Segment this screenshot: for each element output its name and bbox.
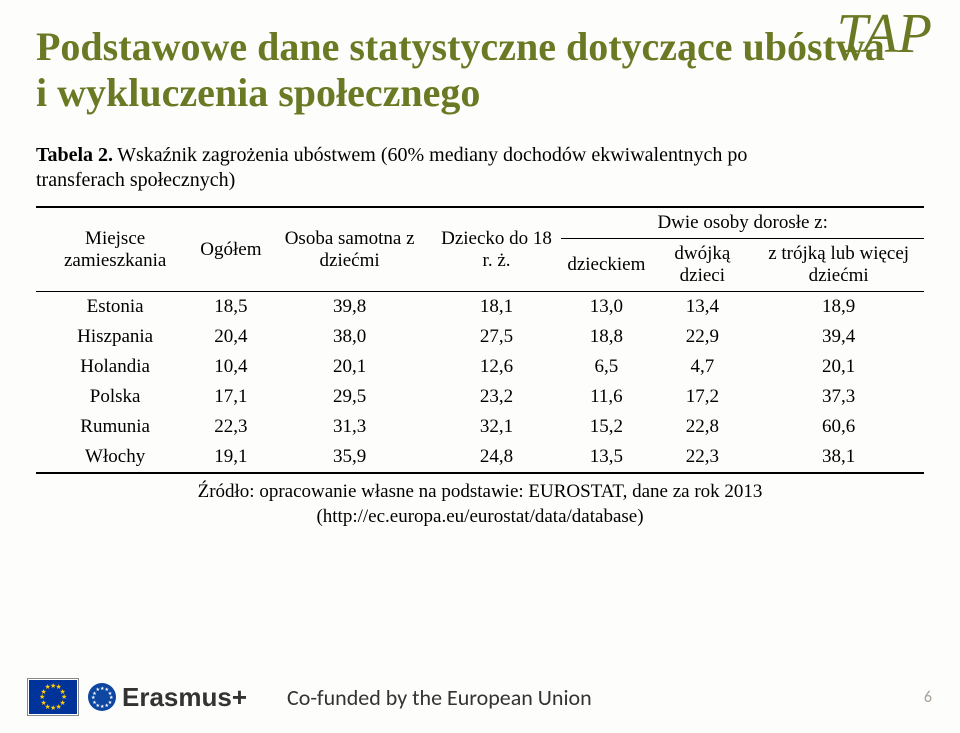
cell-place: Rumunia — [36, 412, 194, 442]
table-head: Miejsce zamieszkania Ogółem Osoba samotn… — [36, 207, 924, 292]
cell-c1: 18,8 — [561, 322, 651, 352]
table-row: Polska17,129,523,211,617,237,3 — [36, 382, 924, 412]
footer-left: ★★★★★★★★★★★★ ★★★★★★★★★★★★ Erasmus+ Co-fu… — [28, 679, 592, 715]
cell-total: 19,1 — [194, 442, 267, 473]
cell-c2: 4,7 — [651, 352, 753, 382]
page-title: Podstawowe dane statystyczne dotyczące u… — [36, 24, 896, 116]
table-row: Włochy19,135,924,813,522,338,1 — [36, 442, 924, 473]
cell-c3: 39,4 — [753, 322, 924, 352]
col-child: Dziecko do 18 r. ż. — [432, 207, 562, 292]
source-block: Źródło: opracowanie własne na podstawie:… — [36, 480, 924, 529]
cell-c1: 15,2 — [561, 412, 651, 442]
table-caption-bold: Tabela 2. — [36, 144, 113, 166]
cell-c3: 18,9 — [753, 292, 924, 323]
cell-total: 18,5 — [194, 292, 267, 323]
cell-c3: 37,3 — [753, 382, 924, 412]
cell-place: Polska — [36, 382, 194, 412]
erasmus-text: Erasmus+ — [122, 682, 247, 713]
cell-place: Estonia — [36, 292, 194, 323]
cell-single: 20,1 — [267, 352, 431, 382]
cell-single: 35,9 — [267, 442, 431, 473]
table-row: Hiszpania20,438,027,518,822,939,4 — [36, 322, 924, 352]
cell-c1: 6,5 — [561, 352, 651, 382]
cell-child: 32,1 — [432, 412, 562, 442]
cell-total: 10,4 — [194, 352, 267, 382]
eu-flag-icon: ★★★★★★★★★★★★ — [28, 679, 78, 715]
cell-child: 12,6 — [432, 352, 562, 382]
col-couple-group: Dwie osoby dorosłe z: — [561, 207, 924, 239]
cell-child: 18,1 — [432, 292, 562, 323]
table-row: Estonia18,539,818,113,013,418,9 — [36, 292, 924, 323]
erasmus-logo: ★★★★★★★★★★★★ Erasmus+ — [88, 682, 247, 713]
header-row-1: Miejsce zamieszkania Ogółem Osoba samotn… — [36, 207, 924, 239]
cell-place: Holandia — [36, 352, 194, 382]
data-table: Miejsce zamieszkania Ogółem Osoba samotn… — [36, 206, 924, 474]
table-body: Estonia18,539,818,113,013,418,9Hiszpania… — [36, 292, 924, 474]
cell-c3: 20,1 — [753, 352, 924, 382]
cell-c1: 13,5 — [561, 442, 651, 473]
cell-c2: 13,4 — [651, 292, 753, 323]
cell-single: 31,3 — [267, 412, 431, 442]
source-line2: (http://ec.europa.eu/eurostat/data/datab… — [36, 505, 924, 530]
source-line1: Źródło: opracowanie własne na podstawie:… — [36, 480, 924, 505]
cell-total: 22,3 — [194, 412, 267, 442]
cell-c1: 13,0 — [561, 292, 651, 323]
cell-c3: 60,6 — [753, 412, 924, 442]
cofunded-text: Co-funded by the European Union — [287, 684, 592, 711]
cell-c2: 22,3 — [651, 442, 753, 473]
cell-c3: 38,1 — [753, 442, 924, 473]
cell-place: Hiszpania — [36, 322, 194, 352]
cell-child: 24,8 — [432, 442, 562, 473]
col-place: Miejsce zamieszkania — [36, 207, 194, 292]
table-row: Rumunia22,331,332,115,222,860,6 — [36, 412, 924, 442]
cell-child: 27,5 — [432, 322, 562, 352]
cell-child: 23,2 — [432, 382, 562, 412]
cell-c2: 22,9 — [651, 322, 753, 352]
cell-c1: 11,6 — [561, 382, 651, 412]
cell-total: 17,1 — [194, 382, 267, 412]
cell-single: 38,0 — [267, 322, 431, 352]
col-total: Ogółem — [194, 207, 267, 292]
col-single: Osoba samotna z dziećmi — [267, 207, 431, 292]
table-caption-rest: Wskaźnik zagrożenia ubóstwem (60% median… — [117, 144, 747, 166]
col-two-children: dwójką dzieci — [651, 239, 753, 292]
cell-c2: 17,2 — [651, 382, 753, 412]
table-caption-line2: transferach społecznych) — [36, 169, 924, 192]
col-one-child: dzieckiem — [561, 239, 651, 292]
erasmus-circle-icon: ★★★★★★★★★★★★ — [88, 683, 116, 711]
table-caption-row: Tabela 2. Wskaźnik zagrożenia ubóstwem (… — [36, 144, 924, 167]
cell-c2: 22,8 — [651, 412, 753, 442]
footer: ★★★★★★★★★★★★ ★★★★★★★★★★★★ Erasmus+ Co-fu… — [28, 679, 932, 715]
cell-place: Włochy — [36, 442, 194, 473]
table-row: Holandia10,420,112,66,54,720,1 — [36, 352, 924, 382]
page-number: 6 — [924, 688, 932, 707]
col-three-plus: z trójką lub więcej dziećmi — [753, 239, 924, 292]
cell-single: 29,5 — [267, 382, 431, 412]
slide: TAP Podstawowe dane statystyczne dotyczą… — [0, 0, 960, 733]
cell-single: 39,8 — [267, 292, 431, 323]
cell-total: 20,4 — [194, 322, 267, 352]
